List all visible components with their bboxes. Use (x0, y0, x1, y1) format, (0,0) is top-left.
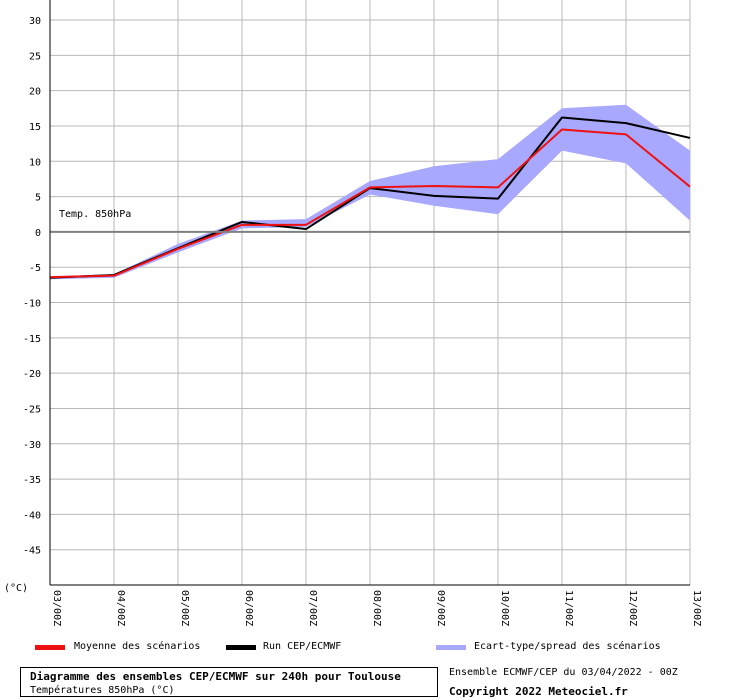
x-tick-labels: 03/00Z 04/00Z 05/00Z 06/00Z 07/00Z 08/00Z 09/0… (51, 590, 702, 626)
y-tick-label: -45 (23, 546, 41, 557)
legend-label-mean: Moyenne des scénarios (74, 641, 201, 652)
y-tick-label: 5 (35, 193, 41, 204)
legend-label-run: Run CEP/ECMWF (263, 641, 342, 652)
y-tick-label: 30 (29, 16, 41, 27)
y-tick-label: -5 (29, 263, 41, 274)
x-tick-label: 03/00Z (51, 590, 62, 626)
y-tick-labels: 30 25 20 15 10 5 0 -5 -10 -15 -20 -25 -30 -35 -40 -45 (23, 16, 41, 557)
y-tick-label: -25 (23, 404, 41, 415)
chart-annotation: Temp. 850hPa (59, 209, 131, 220)
y-tick-label: 10 (29, 157, 41, 168)
legend-swatch-run (226, 645, 256, 650)
x-tick-label: 06/00Z (243, 590, 254, 626)
ensemble-run-label: Ensemble ECMWF/CEP du 03/04/2022 - 00Z (449, 667, 678, 678)
chart-title-box: Diagramme des ensembles CEP/ECMWF sur 24… (20, 667, 438, 697)
y-tick-label: -15 (23, 334, 41, 345)
y-tick-label: -30 (23, 440, 41, 451)
x-tick-label: 05/00Z (179, 590, 190, 626)
y-tick-label: 0 (35, 228, 41, 239)
x-tick-label: 08/00Z (371, 590, 382, 626)
legend-label-spread: Ecart-type/spread des scénarios (474, 641, 661, 652)
y-tick-label: 25 (29, 51, 41, 62)
axes-layer (49, 0, 690, 586)
y-tick-label: -10 (23, 299, 41, 310)
chart-subtitle: Températures 850hPa (°C) (30, 685, 175, 696)
chart-plot: 30 25 20 15 10 5 0 -5 -10 -15 -20 -25 -30 -35 -40 -45 0… (4, 0, 702, 626)
x-tick-label: 13/00Z (691, 590, 702, 626)
y-tick-label: -20 (23, 369, 41, 380)
y-tick-label: 15 (29, 122, 41, 133)
x-tick-label: 04/00Z (115, 590, 126, 626)
copyright-label: Copyright 2022 Meteociel.fr (449, 685, 628, 698)
x-tick-label: 11/00Z (563, 590, 574, 626)
y-tick-label: -40 (23, 510, 41, 521)
vertical-gridlines (49, 0, 691, 585)
series-line-mean (49, 128, 691, 279)
y-tick-label: -35 (23, 475, 41, 486)
legend-swatch-mean (35, 645, 65, 650)
legend-swatch-spread (436, 645, 466, 650)
y-tick-label: 20 (29, 87, 41, 98)
y-unit-label: (°C) (4, 583, 28, 594)
chart-title: Diagramme des ensembles CEP/ECMWF sur 24… (30, 670, 401, 683)
x-tick-label: 07/00Z (307, 590, 318, 626)
x-tick-label: 10/00Z (499, 590, 510, 626)
x-tick-label: 09/00Z (435, 590, 446, 626)
series-lines-layer (49, 116, 691, 279)
x-tick-label: 12/00Z (627, 590, 638, 626)
